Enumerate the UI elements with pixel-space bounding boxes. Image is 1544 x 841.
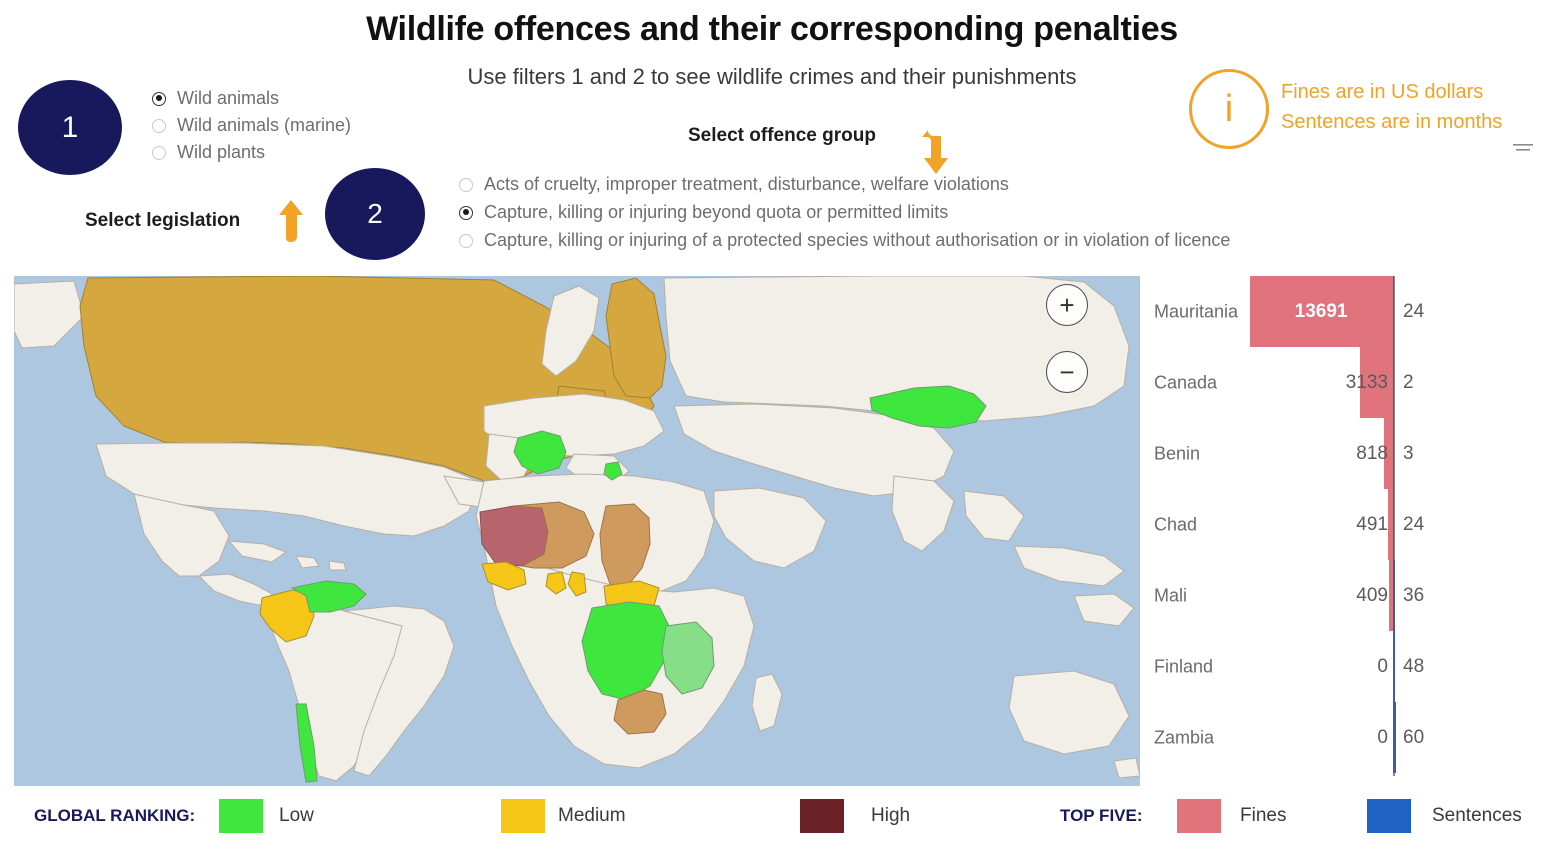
offence-option-beyond-quota[interactable]: Capture, killing or injuring beyond quot… — [459, 202, 1230, 223]
sentence-value-label: 2 — [1403, 371, 1414, 393]
legend-label-sentences: Sentences — [1432, 804, 1522, 826]
offence-option-label: Capture, killing or injuring beyond quot… — [484, 202, 949, 222]
legend-swatch-high — [800, 798, 844, 833]
map-zoom-in-button[interactable]: + — [1046, 284, 1088, 326]
legend-label-high: High — [871, 804, 911, 826]
fine-value-label: 818 — [1356, 442, 1388, 464]
legend-swatch-medium — [501, 798, 545, 833]
legislation-option-label: Wild animals — [177, 88, 280, 108]
dashboard-header: Wildlife offences and their correspondin… — [0, 0, 1544, 272]
legend-label-fines: Fines — [1240, 804, 1287, 826]
legislation-option-wild-animals-marine[interactable]: Wild animals (marine) — [152, 115, 351, 136]
chart-row-country-label: Zambia — [1154, 727, 1215, 747]
step-badge-2: 2 — [325, 168, 425, 260]
info-note-line-1: Fines are in US dollars — [1281, 81, 1484, 103]
sentence-bar[interactable] — [1393, 347, 1394, 418]
legislation-option-wild-animals[interactable]: Wild animals — [152, 88, 351, 109]
fine-value-label: 0 — [1377, 726, 1388, 748]
sentence-bar[interactable] — [1393, 560, 1395, 631]
chart-row-country-label: Mali — [1154, 585, 1188, 605]
page-title: Wildlife offences and their correspondin… — [366, 10, 1178, 48]
page-subtitle: Use filters 1 and 2 to see wildlife crim… — [467, 64, 1077, 89]
sentence-bar[interactable] — [1393, 631, 1395, 702]
chart-row[interactable]: Mali 409 36 — [1140, 560, 1544, 631]
radio-icon[interactable] — [152, 118, 166, 133]
legend-label-low: Low — [279, 804, 314, 826]
world-map-graphic — [14, 276, 1140, 786]
offence-section-label: Select offence group — [688, 125, 876, 146]
sentence-value-label: 3 — [1403, 442, 1414, 464]
map-zoom-out-button[interactable]: − — [1046, 351, 1088, 393]
map-legend: GLOBAL RANKING: Low Medium High TOP FIVE… — [0, 790, 1544, 841]
chart-row-country-label: Benin — [1154, 443, 1201, 463]
legend-swatch-fines — [1177, 798, 1221, 833]
fine-value-label: 13691 — [1294, 300, 1348, 322]
legend-swatch-sentences — [1367, 798, 1411, 833]
top-five-bar-chart[interactable]: Mauritania 13691 24 Canada 3133 2 Benin 818 3 Cha… — [1140, 276, 1544, 788]
legend-swatch-low — [219, 798, 263, 833]
fine-bar[interactable] — [1389, 560, 1393, 631]
chart-row[interactable]: Mauritania 13691 24 — [1140, 276, 1544, 347]
legend-ranking-title: GLOBAL RANKING: — [34, 805, 196, 825]
fine-bar[interactable] — [1250, 276, 1393, 347]
chart-row-country-label: Canada — [1154, 372, 1218, 392]
chart-row[interactable]: Canada 3133 2 — [1140, 347, 1544, 418]
legislation-option-label: Wild plants — [177, 142, 266, 162]
sentence-value-label: 60 — [1403, 726, 1425, 748]
chart-row-country-label: Chad — [1154, 514, 1198, 534]
sentence-bar[interactable] — [1393, 276, 1394, 347]
fine-bar[interactable] — [1360, 347, 1393, 418]
more-options-icon[interactable] — [1512, 141, 1534, 155]
arrow-down-icon — [922, 130, 948, 174]
step-badge-1: 1 — [18, 80, 122, 175]
radio-icon[interactable] — [152, 91, 166, 106]
legend-label-medium: Medium — [558, 804, 626, 826]
choropleth-map[interactable]: Microsoft Bing © 2023 Microsoft Corporat… — [14, 276, 1140, 786]
sentence-bar[interactable] — [1393, 702, 1396, 773]
info-note: Fines are in US dollars Sentences are in… — [1281, 78, 1502, 137]
radio-icon[interactable] — [459, 177, 473, 192]
fine-value-label: 0 — [1377, 655, 1388, 677]
legislation-option-label: Wild animals (marine) — [177, 115, 352, 135]
sentence-value-label: 24 — [1403, 513, 1425, 535]
offence-option-label: Capture, killing or injuring of a protec… — [484, 230, 1231, 250]
arrow-up-icon — [279, 200, 303, 242]
chart-row[interactable]: Finland 0 48 — [1140, 631, 1544, 702]
fine-value-label: 409 — [1356, 584, 1388, 606]
radio-icon[interactable] — [459, 233, 473, 248]
radio-icon[interactable] — [459, 205, 473, 220]
fine-bar[interactable] — [1388, 489, 1393, 560]
sentence-bar[interactable] — [1393, 489, 1394, 560]
legend-topfive-title: TOP FIVE: — [1060, 805, 1143, 825]
offence-option-label: Acts of cruelty, improper treatment, dis… — [484, 174, 1009, 194]
offence-option-cruelty[interactable]: Acts of cruelty, improper treatment, dis… — [459, 174, 1230, 195]
info-note-line-2: Sentences are in months — [1281, 110, 1503, 133]
offence-option-protected-species[interactable]: Capture, killing or injuring of a protec… — [459, 230, 1230, 251]
legislation-filter-group[interactable]: Wild animals Wild animals (marine) Wild … — [152, 88, 351, 169]
chart-row[interactable]: Benin 818 3 — [1140, 418, 1544, 489]
chart-row[interactable]: Chad 491 24 — [1140, 489, 1544, 560]
sentence-value-label: 36 — [1403, 584, 1425, 606]
info-icon: i — [1189, 69, 1269, 149]
legislation-section-label: Select legislation — [85, 210, 241, 231]
offence-filter-group[interactable]: Acts of cruelty, improper treatment, dis… — [459, 174, 1230, 258]
legislation-option-wild-plants[interactable]: Wild plants — [152, 142, 351, 163]
radio-icon[interactable] — [152, 145, 166, 160]
fine-value-label: 3133 — [1345, 371, 1388, 393]
sentence-value-label: 24 — [1403, 300, 1425, 322]
sentence-bar[interactable] — [1393, 418, 1394, 489]
chart-row[interactable]: Zambia 0 60 — [1140, 702, 1544, 773]
sentence-value-label: 48 — [1403, 655, 1425, 677]
chart-row-country-label: Mauritania — [1154, 301, 1239, 321]
chart-row-country-label: Finland — [1154, 656, 1214, 676]
fine-bar[interactable] — [1384, 418, 1393, 489]
fine-value-label: 491 — [1356, 513, 1388, 535]
